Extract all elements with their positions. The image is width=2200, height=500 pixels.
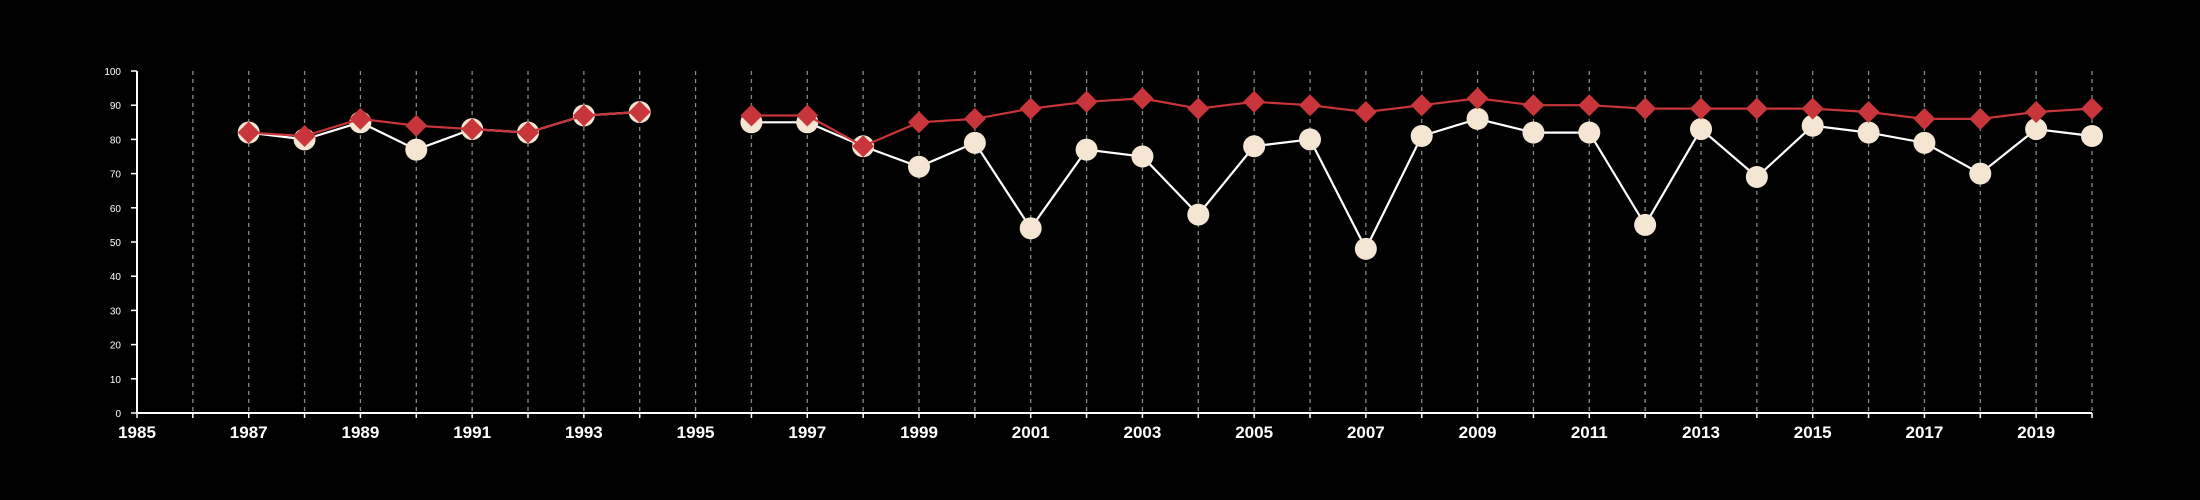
data-point-diamond [237,121,260,144]
data-point-diamond [1578,94,1601,117]
data-point-circle [963,131,986,154]
y-tick-label: 50 [110,238,122,249]
y-tick-label: 10 [110,375,122,386]
data-point-circle [1187,203,1210,226]
y-tick-label: 20 [110,341,122,352]
data-point-circle [1745,166,1768,189]
data-point-diamond [1690,97,1712,120]
x-tick-label: 2019 [2017,423,2055,442]
data-point-diamond [1857,101,1880,124]
data-point-diamond [908,111,930,134]
data-point-circle [1410,124,1433,147]
data-point-circle [2025,118,2048,141]
data-point-circle [1354,237,1377,260]
axis-layer: 0 10 20 30 40 50 60 70 80 90 100 1985 1987 1989 1991 19… [104,67,2093,442]
x-tick-label: 1997 [788,423,826,442]
data-point-circle [1969,162,1992,185]
data-point-diamond [1969,107,1992,130]
x-tick-label: 2007 [1347,423,1385,442]
data-point-diamond [2025,101,2048,124]
x-tick-label: 2011 [1571,423,1608,442]
data-point-diamond [1131,87,1154,110]
data-point-circle [1019,217,1042,240]
series-diamond [237,87,2103,158]
x-tick-label: 2009 [1459,423,1497,442]
data-point-circle [1075,138,1098,161]
data-point-diamond [293,124,316,147]
y-tick-label: 100 [104,67,121,78]
data-point-diamond [963,107,986,130]
data-point-diamond [1243,90,1266,113]
x-tick-label: 2013 [1682,423,1720,442]
data-point-diamond [1913,107,1936,130]
x-tick-label: 2003 [1124,423,1162,442]
x-tick-label: 1995 [677,423,715,442]
data-point-diamond [517,121,539,144]
y-tick-label: 60 [110,204,122,215]
y-tick-label: 0 [115,409,121,420]
data-point-diamond [1187,97,1210,120]
data-point-diamond [572,104,595,127]
series-layer [237,87,2103,260]
data-point-diamond [1019,97,1042,120]
data-point-diamond [1745,97,1768,120]
data-point-circle [1913,131,1936,154]
data-point-circle [1243,135,1266,158]
y-tick-label: 30 [110,306,122,317]
data-point-diamond [2081,97,2103,120]
data-point-diamond [740,104,763,127]
data-point-circle [908,155,930,178]
data-point-diamond [1466,87,1489,110]
data-point-circle [1299,128,1321,151]
data-point-circle [1690,118,1712,141]
data-point-diamond [461,118,484,141]
data-point-diamond [1634,97,1657,120]
data-point-circle [1634,213,1657,236]
data-point-diamond [1299,94,1321,117]
data-point-circle [1857,121,1880,144]
y-tick-label: 80 [110,135,122,146]
x-tick-label: 2017 [1906,423,1944,442]
x-tick-label: 1991 [453,423,491,442]
x-tick-label: 2015 [1794,423,1832,442]
data-point-circle [1801,114,1824,137]
data-point-diamond [628,101,651,124]
y-tick-label: 90 [110,101,122,112]
y-tick-label: 70 [110,170,122,181]
x-tick-label: 2005 [1235,423,1273,442]
data-point-diamond [1801,97,1824,120]
data-point-diamond [1075,90,1098,113]
data-point-circle [1466,107,1489,130]
data-point-diamond [405,114,428,137]
data-point-circle [2081,124,2103,147]
data-point-diamond [349,107,372,130]
x-tick-label: 1993 [565,423,603,442]
x-tick-label: 1999 [900,423,938,442]
x-tick-label: 1985 [118,423,156,442]
x-tick-label: 1989 [342,423,380,442]
data-point-circle [405,138,428,161]
data-point-diamond [1410,94,1433,117]
y-tick-label: 40 [110,272,122,283]
data-point-circle [1131,145,1154,168]
data-point-circle [1578,121,1601,144]
data-point-diamond [796,104,819,127]
data-point-diamond [852,135,875,158]
x-tick-label: 2001 [1012,423,1050,442]
data-point-circle [1522,121,1545,144]
data-point-diamond [1522,94,1545,117]
data-point-diamond [1354,101,1377,124]
series-line [248,110,640,138]
x-tick-label: 1987 [230,423,268,442]
